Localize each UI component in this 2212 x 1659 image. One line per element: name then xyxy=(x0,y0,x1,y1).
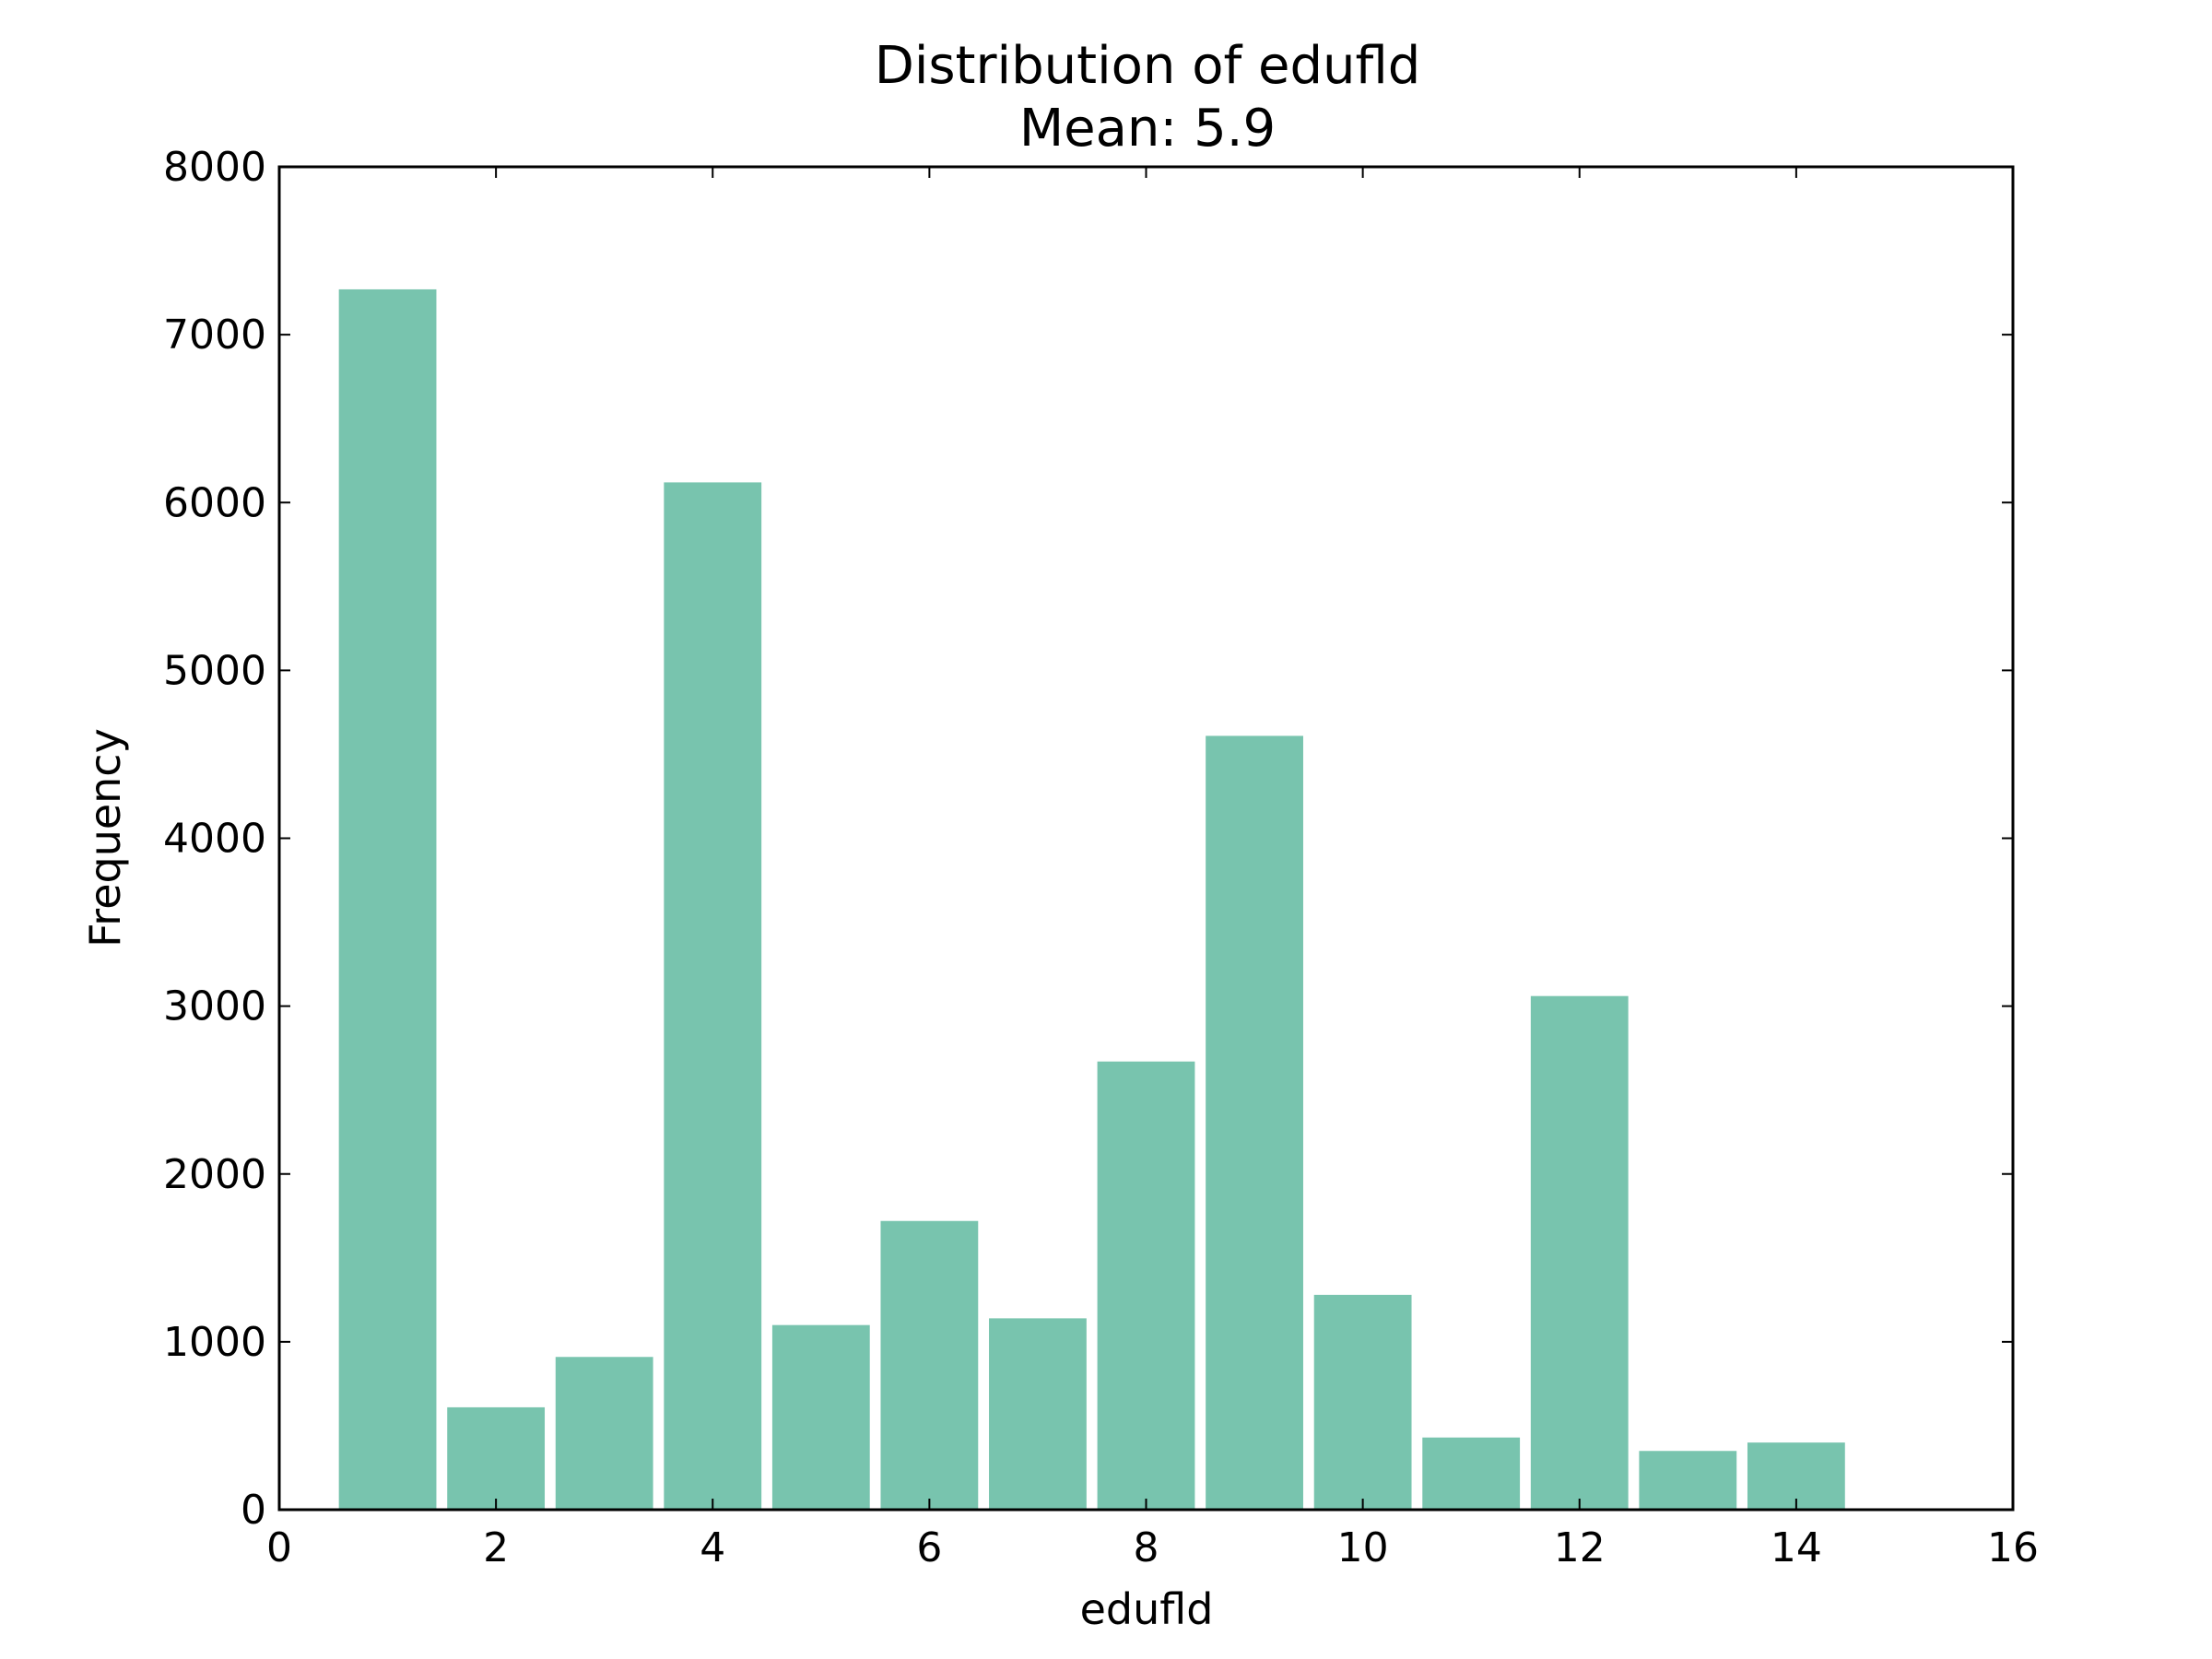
bar-5 xyxy=(771,1324,870,1510)
bar-11 xyxy=(1422,1437,1521,1510)
x-tick-label: 10 xyxy=(1337,1524,1389,1571)
bar-2 xyxy=(447,1406,546,1510)
bar-4 xyxy=(664,482,762,1510)
x-tick-label: 8 xyxy=(1134,1524,1159,1571)
x-tick-label: 2 xyxy=(483,1524,509,1571)
plot-frame xyxy=(277,165,2015,1512)
y-tick-label: 4000 xyxy=(163,816,266,863)
bar-1 xyxy=(338,288,437,1510)
x-tick-label: 14 xyxy=(1771,1524,1822,1571)
y-tick-label: 2000 xyxy=(163,1151,266,1198)
x-tick-label: 4 xyxy=(700,1524,725,1571)
chart-title: Distribution of edufld xyxy=(875,36,1421,96)
ticks-layer: 0 2 4 6 8 10 12 14 16 0 1000 2000 3000 4000 5000 6000 70… xyxy=(163,144,2039,1571)
y-tick-label: 6000 xyxy=(163,479,266,526)
x-tick-label: 0 xyxy=(266,1524,292,1571)
bar-8 xyxy=(1097,1061,1195,1510)
bar-9 xyxy=(1206,735,1303,1510)
x-tick-label: 16 xyxy=(1987,1524,2039,1571)
y-tick-label: 8000 xyxy=(163,144,266,191)
bar-14 xyxy=(1747,1442,1845,1510)
y-axis-label: Frequency xyxy=(80,728,130,947)
bar-7 xyxy=(989,1318,1087,1510)
x-tick-label: 12 xyxy=(1554,1524,1606,1571)
bar-3 xyxy=(555,1357,653,1510)
y-tick-label: 3000 xyxy=(163,983,266,1030)
x-axis-label: edufld xyxy=(1080,1584,1214,1634)
x-tick-label: 6 xyxy=(916,1524,942,1571)
bar-13 xyxy=(1639,1451,1737,1510)
y-tick-label: 5000 xyxy=(163,647,266,694)
y-tick-label: 1000 xyxy=(163,1319,266,1366)
bar-10 xyxy=(1313,1294,1412,1510)
chart-subtitle: Mean: 5.9 xyxy=(1019,99,1276,159)
bar-6 xyxy=(880,1220,979,1510)
bars-layer xyxy=(338,288,1845,1510)
bar-12 xyxy=(1530,995,1629,1510)
y-tick-label: 7000 xyxy=(163,312,266,359)
y-tick-label: 0 xyxy=(241,1487,266,1534)
